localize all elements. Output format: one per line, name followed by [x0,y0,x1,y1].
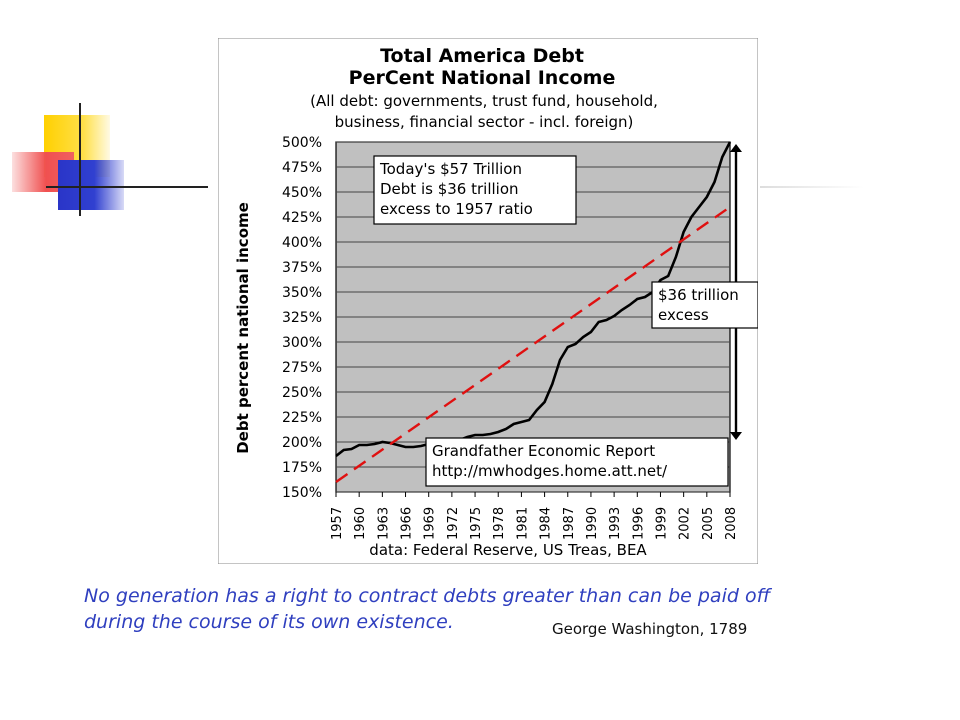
y-tick-label: 350% [282,285,322,301]
x-tick-label: 1996 [631,507,646,540]
washington-quote: No generation has a right to contract de… [84,583,884,635]
x-tick-label: 1957 [330,507,345,540]
x-tick-label: 1966 [400,507,415,540]
annotation-excess-text: excess [658,306,709,324]
x-tick-label: 1984 [539,507,554,540]
chart-subtitle-line3: business, financial sector - incl. forei… [335,113,634,131]
y-tick-label: 250% [282,385,322,401]
excess-arrow-head-top [730,144,742,152]
y-tick-label: 450% [282,185,322,201]
y-tick-label: 500% [282,135,322,151]
decor-horizontal-line [46,186,208,188]
annotation-source-report-text: Grandfather Economic Report [432,442,655,460]
x-tick-label: 1960 [353,507,368,540]
y-tick-label: 225% [282,410,322,426]
y-tick-label: 475% [282,160,322,176]
quote-line-1: No generation has a right to contract de… [84,585,771,607]
x-tick-label: 1975 [469,507,484,540]
chart-title: Total America Debt [380,45,584,67]
chart-subtitle: PerCent National Income [349,67,616,89]
debt-chart-svg: Total America Debt PerCent National Inco… [218,38,758,564]
x-tick-label: 1987 [562,507,577,540]
y-tick-label: 275% [282,360,322,376]
excess-arrow-head-bottom [730,432,742,440]
x-tick-label: 1972 [446,507,461,540]
y-axis-label: Debt percent national income [234,202,252,454]
decor-horizontal-line-fade [760,186,864,188]
x-tick-label: 2008 [724,507,739,540]
y-tick-label: 400% [282,235,322,251]
x-tick-label: 1993 [608,507,623,540]
y-tick-label: 325% [282,310,322,326]
annotation-today-debt-text: Debt is $36 trillion [380,180,519,198]
y-tick-label: 150% [282,485,322,501]
x-tick-label: 1999 [654,507,669,540]
annotation-today-debt-box [373,155,577,225]
annotation-excess-box [651,281,758,329]
chart-subtitle-line2: (All debt: governments, trust fund, hous… [310,92,658,110]
x-tick-label: 2005 [701,507,716,540]
annotation-today-debt-text: Today's $57 Trillion [379,160,522,178]
y-tick-label: 425% [282,210,322,226]
x-tick-label: 1963 [376,507,391,540]
x-tick-label: 1990 [585,507,600,540]
chart-source: data: Federal Reserve, US Treas, BEA [369,541,647,559]
quote-attribution: George Washington, 1789 [552,620,748,638]
annotation-excess-text: $36 trillion [658,286,739,304]
decor-blue-square [58,160,124,210]
annotation-source-report-text: http://mwhodges.home.att.net/ [432,462,668,480]
annotation-today-debt-text: excess to 1957 ratio [380,200,533,218]
annotation-source-report-box [425,437,729,487]
x-tick-label: 1981 [515,507,530,540]
y-tick-label: 375% [282,260,322,276]
debt-series-line [335,141,732,458]
x-tick-label: 1978 [492,507,507,540]
x-tick-label: 1969 [423,507,438,540]
debt-chart: Total America Debt PerCent National Inco… [218,38,758,564]
y-tick-label: 175% [282,460,322,476]
quote-line-2: during the course of its own existence. [84,611,454,633]
y-tick-label: 200% [282,435,322,451]
trend-line-1957-ratio [335,206,731,483]
decor-vertical-line [79,103,81,216]
y-tick-label: 300% [282,335,322,351]
x-tick-label: 2002 [678,507,693,540]
